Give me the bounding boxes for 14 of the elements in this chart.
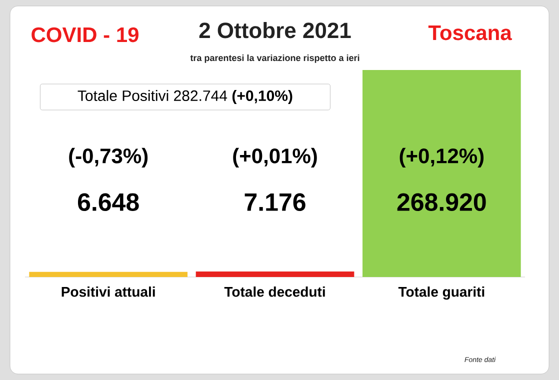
annotation: (+0,12%) [400, 148, 484, 168]
x-tick-label: Positivi attuali [62, 286, 155, 297]
data-label: 6.648 [78, 193, 139, 212]
text: Toscana [428, 26, 512, 40]
data-label: 7.176 [244, 193, 306, 212]
data-label: 268.920 [397, 193, 486, 212]
x-tick-label: Totale deceduti [224, 286, 325, 297]
chart-subtitle: tra parentesi la variazione rispetto a ieri [190, 54, 360, 63]
x-tick-label: Totale guariti [398, 286, 484, 300]
text: COVID - 19 [32, 27, 138, 42]
annotation: (-0,73%) [69, 148, 148, 168]
annotation: Totale Positivi 282.744 (+0,10%) [78, 90, 292, 104]
chart-title: 2 Ottobre 2021 [199, 22, 351, 38]
annotation: (+0,01%) [233, 148, 317, 168]
